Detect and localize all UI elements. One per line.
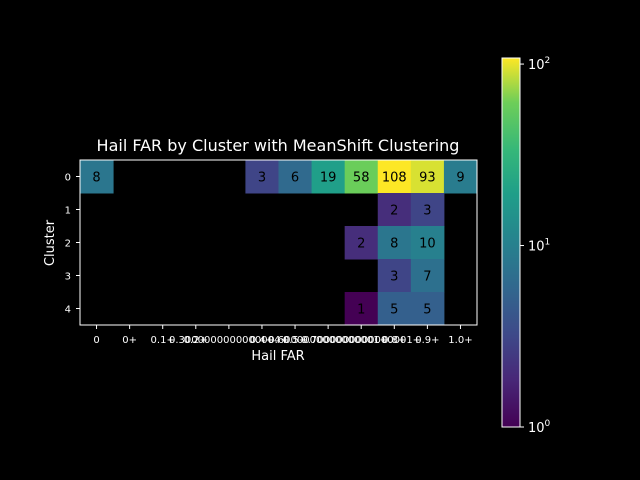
x-tick-label: 0+ — [122, 335, 137, 346]
cell-value-label: 8 — [92, 171, 100, 186]
cell-value-label: 9 — [456, 171, 464, 186]
x-tick-label: 0.5+ — [283, 335, 307, 346]
heatmap-cell-labels: 8 3 6 19 58 108 93 9 2 3 2 8 10 3 7 1 5 5 — [92, 171, 464, 318]
y-axis-ticks: 0 1 2 3 4 — [65, 173, 80, 316]
heatmap-cell — [377, 193, 412, 227]
heatmap-cell — [80, 160, 114, 194]
cell-value-label: 10 — [419, 237, 436, 252]
heatmap-cell — [344, 226, 379, 260]
cell-value-label: 3 — [423, 204, 431, 219]
cell-value-label: 3 — [258, 171, 266, 186]
heatmap-cell — [344, 292, 379, 326]
cell-value-label: 19 — [320, 171, 337, 186]
y-axis-label: Cluster — [43, 219, 58, 266]
colorbar — [501, 57, 521, 428]
cell-value-label: 7 — [423, 270, 431, 285]
heatmap-cell — [410, 292, 445, 326]
cell-value-label: 6 — [291, 171, 299, 186]
heatmap-cell — [410, 193, 445, 227]
y-tick-label: 2 — [65, 239, 71, 250]
x-tick-label: 0.4+ — [250, 335, 274, 346]
heatmap-cell — [443, 160, 478, 194]
y-tick-label: 3 — [65, 272, 71, 283]
x-tick-label: 0 — [93, 335, 99, 346]
cell-value-label: 1 — [357, 303, 365, 318]
cell-value-label: 8 — [390, 237, 398, 252]
colorbar-tick-label: 102 — [528, 56, 550, 73]
heatmap-cell — [377, 226, 412, 260]
cell-value-label: 58 — [353, 171, 370, 186]
x-tick-label: 0.9+ — [415, 335, 439, 346]
heatmap-cell — [344, 160, 379, 194]
heatmap-cell — [311, 160, 346, 194]
chart-title: Hail FAR by Cluster with MeanShift Clust… — [97, 136, 460, 155]
x-tick-label: 0.6000000000000001+ — [268, 335, 388, 346]
x-tick-label: 1.0+ — [448, 335, 472, 346]
heatmap-cell — [410, 160, 445, 194]
x-tick-label: 0.8+ — [382, 335, 406, 346]
cell-value-label: 108 — [382, 171, 407, 186]
colorbar-tick-label: 100 — [528, 419, 551, 436]
y-tick-label: 4 — [65, 305, 71, 316]
y-tick-label: 1 — [65, 206, 71, 217]
cell-value-label: 93 — [419, 171, 436, 186]
heatmap-cells — [80, 160, 478, 326]
heatmap-cell — [278, 160, 313, 194]
cell-value-label: 5 — [423, 303, 431, 318]
x-tick-label: 0.3000000000000004+ — [169, 335, 289, 346]
x-axis-label: Hail FAR — [251, 349, 304, 364]
heatmap-cell — [410, 259, 445, 293]
cell-value-label: 2 — [357, 237, 365, 252]
heatmap-cell — [377, 259, 412, 293]
heatmap-cell — [377, 292, 412, 326]
heatmap-cell — [410, 226, 445, 260]
cell-value-label: 5 — [390, 303, 398, 318]
colorbar-tick-label: 101 — [528, 238, 550, 255]
cell-value-label: 2 — [390, 204, 398, 219]
x-tick-label: 0.7000000000000001+ — [301, 335, 421, 346]
colorbar-ticks: 100 101 102 — [520, 56, 551, 436]
cell-value-label: 3 — [390, 270, 398, 285]
heatmap-cell — [377, 160, 412, 194]
x-tick-label: 0.1+ — [151, 335, 175, 346]
x-axis-ticks: 0 0+ 0.1+ 0.2+0.3000000000000004+0.4+ 0.5+0.… — [93, 325, 473, 346]
heatmap-cell — [245, 160, 279, 194]
y-tick-label: 0 — [65, 173, 71, 184]
x-tick-label: 0.2+ — [184, 335, 208, 346]
